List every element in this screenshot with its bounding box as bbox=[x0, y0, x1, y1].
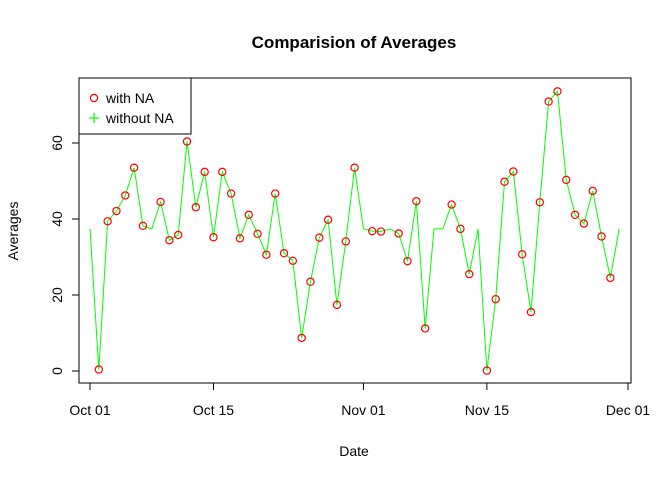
data-point-with-na bbox=[200, 167, 209, 177]
legend-box bbox=[78, 77, 192, 135]
data-point-with-na bbox=[165, 236, 174, 245]
y-tick-label: 40 bbox=[49, 211, 65, 227]
data-point-with-na bbox=[482, 366, 492, 375]
data-point-with-na bbox=[173, 230, 183, 240]
data-point-with-na bbox=[509, 167, 518, 176]
x-axis-label: Date bbox=[339, 443, 369, 459]
data-point-with-na bbox=[297, 333, 306, 343]
series-line-without-na bbox=[89, 90, 620, 371]
data-point-with-na bbox=[535, 198, 545, 207]
data-point-with-na bbox=[156, 197, 165, 207]
data-point-with-na bbox=[332, 300, 342, 310]
legend-plus-marker bbox=[89, 113, 99, 123]
data-point-with-na bbox=[315, 233, 324, 242]
data-point-with-na bbox=[235, 234, 245, 243]
data-point-with-na bbox=[121, 191, 130, 200]
y-tick-label: 20 bbox=[49, 287, 65, 303]
data-point-with-na bbox=[94, 365, 104, 374]
data-point-with-na bbox=[244, 210, 253, 220]
x-tick-label: Dec 01 bbox=[606, 402, 651, 418]
legend-label-without-na: without NA bbox=[105, 110, 174, 126]
data-point-with-na bbox=[465, 269, 474, 279]
data-point-with-na bbox=[376, 227, 386, 236]
data-point-with-na bbox=[209, 233, 218, 242]
data-point-with-na bbox=[226, 189, 236, 198]
data-point-with-na bbox=[526, 307, 536, 317]
data-point-with-na bbox=[341, 237, 350, 246]
data-point-with-na bbox=[579, 219, 589, 228]
data-point-with-na bbox=[138, 221, 148, 231]
data-point-with-na bbox=[279, 248, 289, 258]
data-point-with-na bbox=[403, 256, 412, 266]
y-tick-label: 0 bbox=[49, 367, 65, 375]
data-point-with-na bbox=[412, 196, 421, 206]
legend: with NA without NA bbox=[78, 77, 192, 135]
data-point-with-na bbox=[288, 256, 298, 265]
data-point-with-na bbox=[606, 273, 615, 283]
x-tick-label: Oct 15 bbox=[193, 402, 234, 418]
data-point-with-na bbox=[420, 324, 430, 333]
y-axis-label: Averages bbox=[5, 202, 21, 261]
series-without-na bbox=[89, 90, 620, 371]
data-point-with-na bbox=[129, 163, 139, 172]
data-point-with-na bbox=[553, 87, 562, 96]
data-point-with-na bbox=[456, 224, 465, 234]
data-point-with-na bbox=[394, 229, 403, 238]
data-point-with-na bbox=[597, 232, 606, 241]
data-point-with-na bbox=[103, 217, 112, 226]
data-point-with-na bbox=[544, 97, 553, 106]
legend-circle-marker bbox=[89, 93, 99, 103]
data-point-with-na bbox=[271, 189, 280, 198]
data-point-with-na bbox=[368, 226, 377, 236]
data-point-with-na bbox=[218, 167, 227, 177]
data-point-with-na bbox=[588, 186, 597, 196]
y-axis-ticks: 0 20 40 60 bbox=[49, 135, 79, 375]
data-point-with-na bbox=[447, 200, 456, 209]
x-axis-ticks: Oct 01 Oct 15 Nov 01 Nov 15 Dec 01 bbox=[69, 383, 650, 418]
y-tick-label: 60 bbox=[49, 135, 65, 151]
data-point-with-na bbox=[491, 294, 500, 304]
data-point-with-na bbox=[253, 229, 262, 239]
legend-label-with-na: with NA bbox=[105, 90, 155, 106]
series-with-na bbox=[94, 87, 615, 375]
x-tick-label: Oct 01 bbox=[69, 402, 110, 418]
data-point-with-na bbox=[517, 250, 527, 259]
data-point-with-na bbox=[306, 277, 315, 286]
data-point-with-na bbox=[182, 137, 192, 146]
data-point-with-na bbox=[191, 203, 201, 212]
x-tick-label: Nov 01 bbox=[341, 402, 386, 418]
data-point-with-na bbox=[323, 215, 333, 224]
data-point-with-na bbox=[350, 163, 359, 172]
data-point-with-na bbox=[112, 206, 121, 216]
x-tick-label: Nov 15 bbox=[465, 402, 510, 418]
data-point-with-na bbox=[562, 175, 571, 185]
data-point-with-na bbox=[262, 250, 271, 259]
data-point-with-na bbox=[500, 177, 509, 186]
chart-title: Comparision of Averages bbox=[252, 33, 457, 52]
data-point-with-na bbox=[570, 210, 580, 220]
